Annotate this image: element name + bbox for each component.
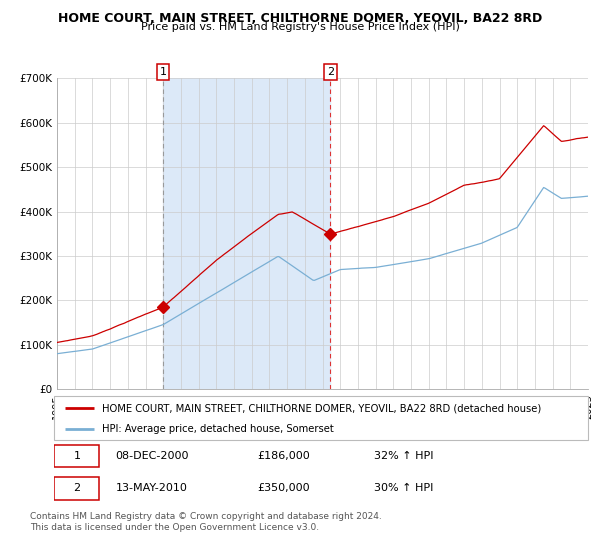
Text: 32% ↑ HPI: 32% ↑ HPI [374, 451, 434, 461]
FancyBboxPatch shape [54, 396, 588, 440]
Text: £350,000: £350,000 [257, 483, 310, 493]
Text: £186,000: £186,000 [257, 451, 310, 461]
Text: 2: 2 [73, 483, 80, 493]
Text: 2: 2 [327, 67, 334, 77]
Text: HPI: Average price, detached house, Somerset: HPI: Average price, detached house, Some… [102, 424, 334, 433]
Text: 1: 1 [73, 451, 80, 461]
Text: 13-MAY-2010: 13-MAY-2010 [115, 483, 187, 493]
Bar [163, 78, 331, 389]
Text: Price paid vs. HM Land Registry's House Price Index (HPI): Price paid vs. HM Land Registry's House … [140, 22, 460, 32]
Text: 1: 1 [160, 67, 167, 77]
Text: HOME COURT, MAIN STREET, CHILTHORNE DOMER, YEOVIL, BA22 8RD (detached house): HOME COURT, MAIN STREET, CHILTHORNE DOME… [102, 403, 541, 413]
Text: HOME COURT, MAIN STREET, CHILTHORNE DOMER, YEOVIL, BA22 8RD: HOME COURT, MAIN STREET, CHILTHORNE DOME… [58, 12, 542, 25]
FancyBboxPatch shape [54, 477, 100, 500]
Text: Contains HM Land Registry data © Crown copyright and database right 2024.
This d: Contains HM Land Registry data © Crown c… [30, 512, 382, 532]
Text: 08-DEC-2000: 08-DEC-2000 [115, 451, 189, 461]
Text: 30% ↑ HPI: 30% ↑ HPI [374, 483, 434, 493]
FancyBboxPatch shape [54, 445, 100, 467]
